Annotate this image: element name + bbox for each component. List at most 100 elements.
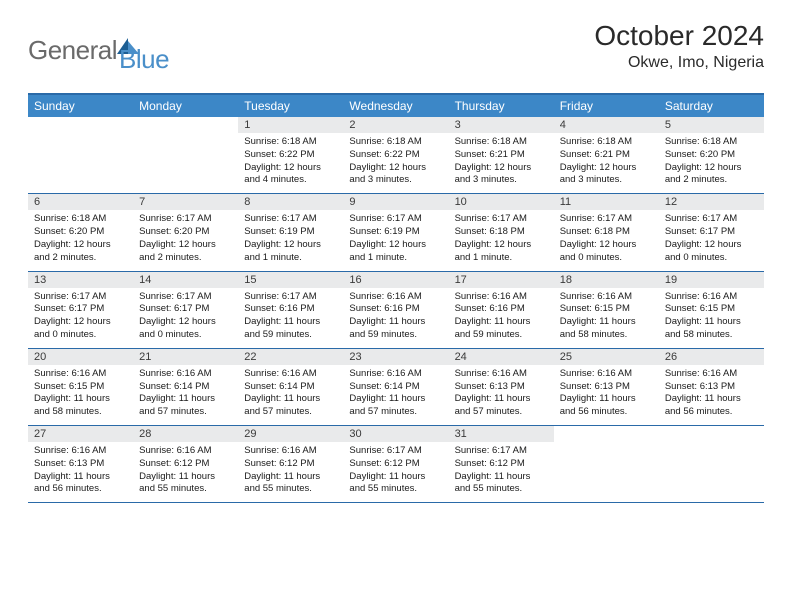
- calendar-day-cell: 23Sunrise: 6:16 AMSunset: 6:14 PMDayligh…: [343, 348, 448, 425]
- sunrise-line: Sunrise: 6:17 AM: [455, 213, 548, 226]
- daylight-line: Daylight: 11 hours and 55 minutes.: [455, 471, 548, 497]
- day-details: Sunrise: 6:16 AMSunset: 6:13 PMDaylight:…: [554, 365, 659, 425]
- sunset-line: Sunset: 6:16 PM: [455, 303, 548, 316]
- day-details: Sunrise: 6:16 AMSunset: 6:15 PMDaylight:…: [28, 365, 133, 425]
- day-details: Sunrise: 6:17 AMSunset: 6:16 PMDaylight:…: [238, 288, 343, 348]
- sunrise-line: Sunrise: 6:17 AM: [139, 213, 232, 226]
- sunrise-line: Sunrise: 6:16 AM: [139, 368, 232, 381]
- day-details: Sunrise: 6:16 AMSunset: 6:13 PMDaylight:…: [449, 365, 554, 425]
- weekday-header: Sunday: [28, 94, 133, 117]
- day-number: 20: [28, 349, 133, 365]
- sunrise-line: Sunrise: 6:16 AM: [560, 291, 653, 304]
- sunset-line: Sunset: 6:12 PM: [139, 458, 232, 471]
- daylight-line: Daylight: 12 hours and 3 minutes.: [349, 162, 442, 188]
- weekday-header: Monday: [133, 94, 238, 117]
- calendar-day-cell: 18Sunrise: 6:16 AMSunset: 6:15 PMDayligh…: [554, 271, 659, 348]
- day-number: 29: [238, 426, 343, 442]
- sunset-line: Sunset: 6:20 PM: [139, 226, 232, 239]
- sunset-line: Sunset: 6:21 PM: [560, 149, 653, 162]
- day-details: Sunrise: 6:17 AMSunset: 6:18 PMDaylight:…: [449, 210, 554, 270]
- sunset-line: Sunset: 6:20 PM: [665, 149, 758, 162]
- sunset-line: Sunset: 6:17 PM: [34, 303, 127, 316]
- calendar-day-cell: 3Sunrise: 6:18 AMSunset: 6:21 PMDaylight…: [449, 117, 554, 194]
- sunset-line: Sunset: 6:13 PM: [665, 381, 758, 394]
- sunrise-line: Sunrise: 6:16 AM: [349, 368, 442, 381]
- day-number: 5: [659, 117, 764, 133]
- calendar-day-cell: 2Sunrise: 6:18 AMSunset: 6:22 PMDaylight…: [343, 117, 448, 194]
- day-details: Sunrise: 6:16 AMSunset: 6:16 PMDaylight:…: [449, 288, 554, 348]
- daylight-line: Daylight: 11 hours and 58 minutes.: [560, 316, 653, 342]
- day-number: 3: [449, 117, 554, 133]
- sunrise-line: Sunrise: 6:16 AM: [455, 291, 548, 304]
- sunrise-line: Sunrise: 6:16 AM: [665, 368, 758, 381]
- calendar-day-cell: 25Sunrise: 6:16 AMSunset: 6:13 PMDayligh…: [554, 348, 659, 425]
- sunset-line: Sunset: 6:14 PM: [139, 381, 232, 394]
- calendar-week-row: 13Sunrise: 6:17 AMSunset: 6:17 PMDayligh…: [28, 271, 764, 348]
- logo: General Blue: [28, 20, 169, 75]
- calendar-day-cell: [133, 117, 238, 194]
- daylight-line: Daylight: 12 hours and 2 minutes.: [665, 162, 758, 188]
- calendar-week-row: 1Sunrise: 6:18 AMSunset: 6:22 PMDaylight…: [28, 117, 764, 194]
- sunrise-line: Sunrise: 6:17 AM: [349, 213, 442, 226]
- daylight-line: Daylight: 11 hours and 56 minutes.: [560, 393, 653, 419]
- weekday-header: Saturday: [659, 94, 764, 117]
- calendar-day-cell: 8Sunrise: 6:17 AMSunset: 6:19 PMDaylight…: [238, 194, 343, 271]
- sunset-line: Sunset: 6:12 PM: [244, 458, 337, 471]
- calendar-day-cell: 13Sunrise: 6:17 AMSunset: 6:17 PMDayligh…: [28, 271, 133, 348]
- sunset-line: Sunset: 6:20 PM: [34, 226, 127, 239]
- calendar-day-cell: 17Sunrise: 6:16 AMSunset: 6:16 PMDayligh…: [449, 271, 554, 348]
- daylight-line: Daylight: 12 hours and 0 minutes.: [34, 316, 127, 342]
- sunrise-line: Sunrise: 6:17 AM: [244, 291, 337, 304]
- day-details: Sunrise: 6:18 AMSunset: 6:21 PMDaylight:…: [449, 133, 554, 193]
- sunset-line: Sunset: 6:16 PM: [349, 303, 442, 316]
- sunrise-line: Sunrise: 6:16 AM: [244, 368, 337, 381]
- sunset-line: Sunset: 6:13 PM: [560, 381, 653, 394]
- logo-text-blue: Blue: [119, 26, 169, 75]
- day-number: 21: [133, 349, 238, 365]
- day-details: Sunrise: 6:17 AMSunset: 6:17 PMDaylight:…: [659, 210, 764, 270]
- calendar-day-cell: 24Sunrise: 6:16 AMSunset: 6:13 PMDayligh…: [449, 348, 554, 425]
- sunrise-line: Sunrise: 6:16 AM: [349, 291, 442, 304]
- calendar-day-cell: 27Sunrise: 6:16 AMSunset: 6:13 PMDayligh…: [28, 426, 133, 503]
- daylight-line: Daylight: 11 hours and 56 minutes.: [34, 471, 127, 497]
- daylight-line: Daylight: 12 hours and 1 minute.: [349, 239, 442, 265]
- day-details: Sunrise: 6:16 AMSunset: 6:12 PMDaylight:…: [133, 442, 238, 502]
- calendar-day-cell: [28, 117, 133, 194]
- day-details: Sunrise: 6:16 AMSunset: 6:14 PMDaylight:…: [343, 365, 448, 425]
- sunrise-line: Sunrise: 6:16 AM: [139, 445, 232, 458]
- daylight-line: Daylight: 11 hours and 57 minutes.: [349, 393, 442, 419]
- calendar-day-cell: 7Sunrise: 6:17 AMSunset: 6:20 PMDaylight…: [133, 194, 238, 271]
- calendar-body: 1Sunrise: 6:18 AMSunset: 6:22 PMDaylight…: [28, 117, 764, 503]
- sunset-line: Sunset: 6:18 PM: [455, 226, 548, 239]
- calendar-day-cell: 15Sunrise: 6:17 AMSunset: 6:16 PMDayligh…: [238, 271, 343, 348]
- sunrise-line: Sunrise: 6:17 AM: [244, 213, 337, 226]
- sunrise-line: Sunrise: 6:16 AM: [34, 445, 127, 458]
- weekday-header: Wednesday: [343, 94, 448, 117]
- sunrise-line: Sunrise: 6:18 AM: [560, 136, 653, 149]
- day-details: Sunrise: 6:16 AMSunset: 6:16 PMDaylight:…: [343, 288, 448, 348]
- day-details: Sunrise: 6:17 AMSunset: 6:17 PMDaylight:…: [28, 288, 133, 348]
- calendar-day-cell: [554, 426, 659, 503]
- day-number: 22: [238, 349, 343, 365]
- day-details: Sunrise: 6:17 AMSunset: 6:19 PMDaylight:…: [238, 210, 343, 270]
- page-subtitle: Okwe, Imo, Nigeria: [594, 54, 764, 72]
- daylight-line: Daylight: 11 hours and 55 minutes.: [139, 471, 232, 497]
- calendar-day-cell: 12Sunrise: 6:17 AMSunset: 6:17 PMDayligh…: [659, 194, 764, 271]
- calendar-day-cell: 21Sunrise: 6:16 AMSunset: 6:14 PMDayligh…: [133, 348, 238, 425]
- daylight-line: Daylight: 11 hours and 55 minutes.: [244, 471, 337, 497]
- calendar-week-row: 6Sunrise: 6:18 AMSunset: 6:20 PMDaylight…: [28, 194, 764, 271]
- daylight-line: Daylight: 12 hours and 3 minutes.: [560, 162, 653, 188]
- daylight-line: Daylight: 11 hours and 59 minutes.: [244, 316, 337, 342]
- day-number: 26: [659, 349, 764, 365]
- day-details: Sunrise: 6:17 AMSunset: 6:18 PMDaylight:…: [554, 210, 659, 270]
- daylight-line: Daylight: 12 hours and 4 minutes.: [244, 162, 337, 188]
- title-block: October 2024 Okwe, Imo, Nigeria: [594, 20, 764, 72]
- sunset-line: Sunset: 6:21 PM: [455, 149, 548, 162]
- calendar-day-cell: 1Sunrise: 6:18 AMSunset: 6:22 PMDaylight…: [238, 117, 343, 194]
- calendar-day-cell: 22Sunrise: 6:16 AMSunset: 6:14 PMDayligh…: [238, 348, 343, 425]
- sunset-line: Sunset: 6:15 PM: [34, 381, 127, 394]
- logo-text-gray: General: [28, 35, 117, 66]
- day-details: Sunrise: 6:17 AMSunset: 6:19 PMDaylight:…: [343, 210, 448, 270]
- sunrise-line: Sunrise: 6:18 AM: [349, 136, 442, 149]
- day-number: 16: [343, 272, 448, 288]
